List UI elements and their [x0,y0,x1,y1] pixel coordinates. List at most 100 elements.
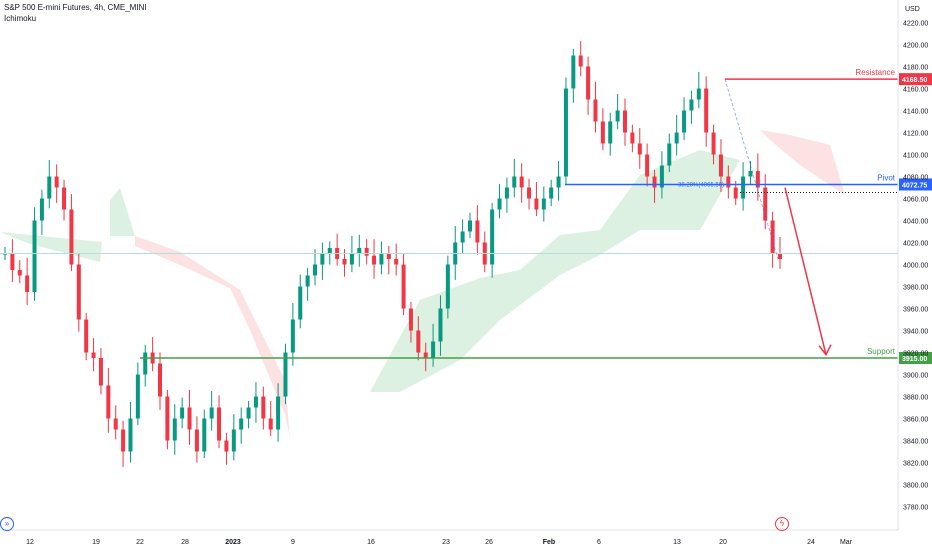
candle-body [386,253,391,259]
candle-body [778,253,782,259]
candle-body [460,231,465,243]
indicator-label: Ichimoku [4,14,37,23]
x-tick-label: Feb [543,539,555,546]
x-tick-label: 13 [673,539,681,546]
candle-body [667,143,672,166]
x-tick-label: 28 [181,539,189,546]
candle-body [401,264,406,309]
candle-body [504,187,509,199]
candle-body [32,220,37,292]
level-price-tag [899,352,932,364]
candle-body [615,110,620,122]
candle-body [135,374,140,419]
fib-trend-line [724,79,779,260]
level-name-resistance: Resistance [855,68,895,77]
candle-body [172,418,177,441]
candle-body [549,187,554,199]
candle-body [726,176,731,188]
x-tick-label: 24 [807,539,815,546]
cloud-area [370,150,740,392]
candle-body [519,176,524,188]
y-tick-label: 3860.00 [903,417,928,424]
level-price-label: 3915.00 [902,356,927,363]
y-tick-label: 3820.00 [903,461,928,468]
candle-body [268,418,273,430]
candle-body [128,418,133,452]
candle-body [534,198,539,210]
candle-body [423,352,428,358]
y-tick-label: 4200.00 [903,43,928,50]
candle-body [416,330,421,353]
candle-body [106,385,111,419]
candle-body [91,352,96,358]
candle-body [718,154,723,177]
level-name-pivot: Pivot [877,173,896,182]
candle-body [748,171,753,177]
candle-body [659,165,664,188]
candle-body [445,264,450,309]
y-tick-label: 4080.00 [903,175,928,182]
candle-body [408,308,413,331]
candle-body [209,407,214,419]
candle-body [512,176,517,188]
candle-body [578,55,583,67]
candle-body [25,275,30,292]
candle-body [763,187,768,221]
lightning-icon[interactable]: ϟ [775,517,789,531]
candle-body [305,275,310,287]
x-tick-label: Mar [840,539,853,546]
cloud-area [135,236,290,438]
candle-body [298,286,303,320]
candle-body [180,407,185,419]
candle-body [261,396,266,419]
candle-body [711,132,716,155]
level-price-label: 4072.75 [902,182,927,189]
x-tick-label: 16 [367,539,375,546]
candle-body [158,363,162,397]
level-lines: Resistance 4168.50 Pivot 4072.75 Support 3915… [0,68,932,364]
x-tick-label: 20 [719,539,727,546]
goto-realtime-icon[interactable]: » [0,517,14,531]
y-tick-label: 3900.00 [903,373,928,380]
candle-body [98,358,103,386]
y-tick-label: 3920.00 [903,351,928,358]
x-tick-label: 23 [442,539,450,546]
candle-body [290,319,295,353]
ichimoku-cloud [0,130,845,438]
candle-body [253,396,258,408]
candle-body [69,209,74,265]
y-tick-label: 3780.00 [903,505,928,512]
y-tick-label: 4100.00 [903,153,928,160]
y-tick-label: 3980.00 [903,285,928,292]
candle-body [246,407,251,419]
candle-body [143,352,148,375]
x-tick-label: 22 [136,539,144,546]
candle-body [372,255,377,265]
y-tick-label: 4120.00 [903,131,928,138]
y-tick-label: 4040.00 [903,219,928,226]
x-tick-label: 12 [26,539,34,546]
candle-body [187,407,192,430]
y-tick-label: 3840.00 [903,439,928,446]
candle-body [165,396,170,441]
candle-body [217,407,222,441]
candle-body [379,253,384,265]
y-tick-label: 4060.00 [903,197,928,204]
cloud-area [760,130,845,195]
candle-body [113,418,118,430]
forecast-arrow-line [784,187,827,355]
forecast-arrow [784,187,832,357]
level-price-tag [899,73,932,86]
cloud-area [0,232,102,262]
candle-body [431,341,436,358]
chart-title: S&P 500 E-mini Futures, 4h, CME_MINI [4,3,147,12]
candle-body [438,308,443,342]
candle-body [47,176,52,199]
cloud-area [110,188,135,236]
level-price-tag [899,178,932,191]
candle-body [689,99,694,111]
y-tick-label: 4160.00 [903,87,928,94]
candle-body [704,88,709,133]
candle-body [313,264,317,276]
